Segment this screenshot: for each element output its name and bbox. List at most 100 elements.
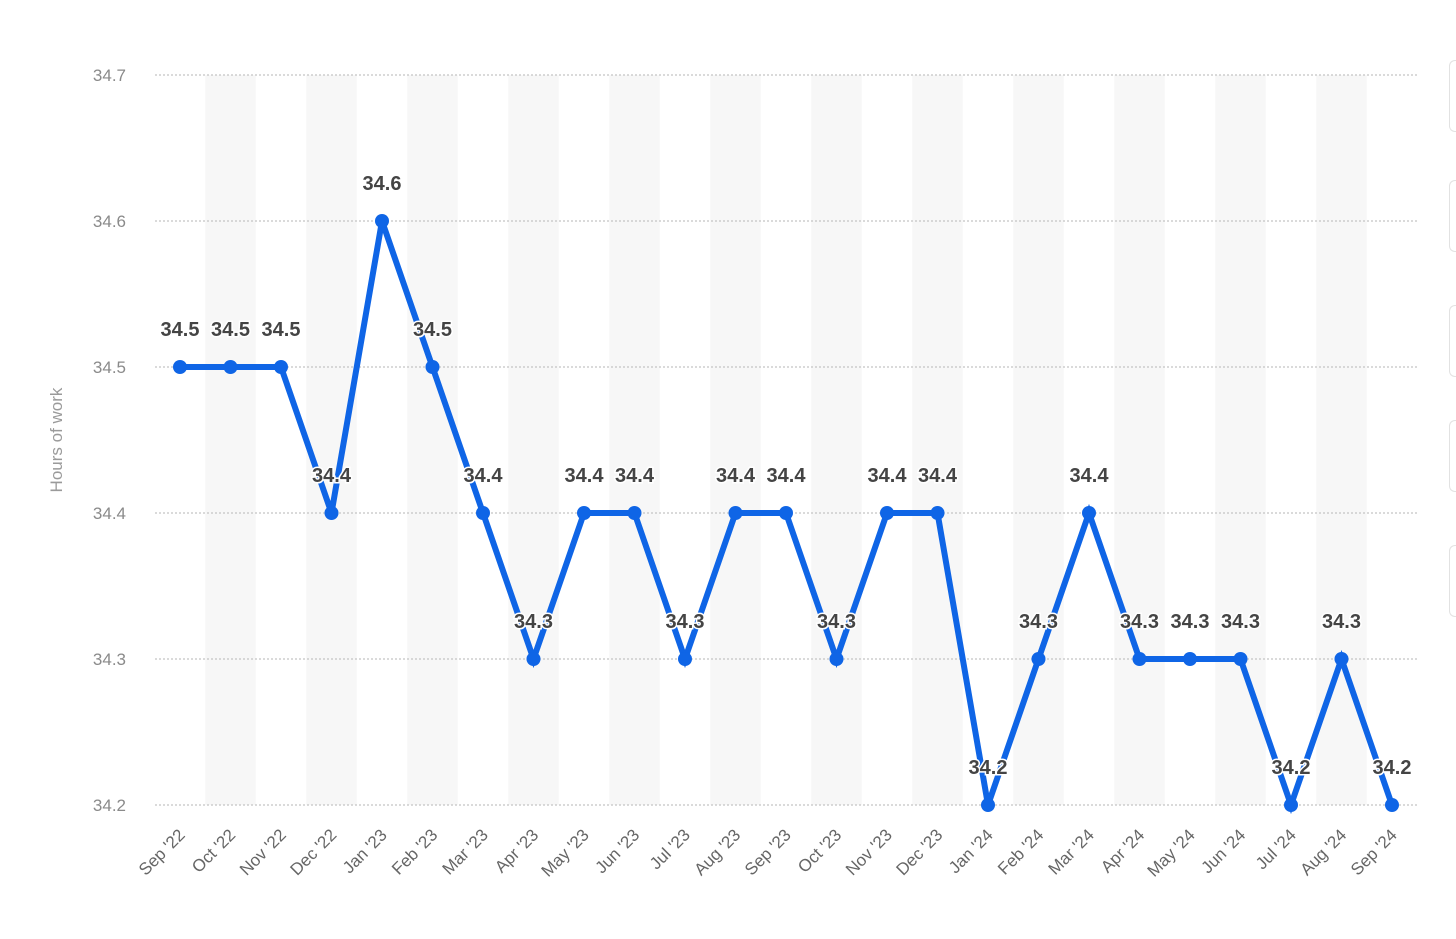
x-tick-label: May '23 — [538, 825, 593, 880]
y-axis-title: Hours of work — [47, 387, 66, 492]
data-label: 34.5 — [413, 319, 452, 341]
data-label: 34.2 — [1272, 757, 1311, 779]
data-point — [375, 214, 389, 228]
column-band — [1013, 75, 1064, 805]
x-tick-label: Jul '23 — [646, 825, 694, 873]
data-label: 34.6 — [363, 173, 402, 195]
data-point — [880, 506, 894, 520]
data-label: 34.5 — [211, 319, 250, 341]
data-label: 34.4 — [312, 465, 352, 487]
column-band — [306, 75, 357, 805]
x-tick-label: Sep '22 — [135, 825, 189, 879]
data-point — [981, 798, 995, 812]
x-tick-label: Apr '23 — [491, 825, 542, 876]
data-point — [1082, 506, 1096, 520]
x-tick-label: May '24 — [1144, 825, 1199, 880]
x-tick-label: Sep '24 — [1347, 825, 1401, 879]
x-tick-label: Jan '24 — [945, 825, 997, 877]
data-point — [829, 652, 844, 666]
data-label: 34.3 — [817, 611, 856, 633]
data-label: 34.4 — [565, 465, 605, 487]
y-tick-label: 34.5 — [93, 358, 126, 377]
x-tick-label: Dec '22 — [287, 825, 341, 879]
data-label: 34.5 — [161, 319, 200, 341]
y-tick-label: 34.6 — [93, 212, 126, 231]
data-label: 34.4 — [615, 465, 655, 487]
data-label: 34.4 — [868, 465, 908, 487]
x-tick-label: Nov '22 — [236, 825, 290, 879]
column-band — [407, 75, 458, 805]
column-band — [508, 75, 559, 805]
data-point — [526, 652, 541, 666]
side-toolbar-button-5[interactable] — [1449, 545, 1456, 617]
data-label: 34.3 — [1322, 611, 1361, 633]
x-tick-label: Nov '23 — [842, 825, 896, 879]
column-bands — [205, 75, 1367, 805]
data-label: 34.4 — [918, 465, 958, 487]
y-tick-label: 34.2 — [93, 796, 126, 815]
column-band — [912, 75, 963, 805]
column-band — [1215, 75, 1266, 805]
data-label: 34.2 — [969, 757, 1008, 779]
data-points — [173, 214, 1399, 812]
data-label: 34.3 — [1171, 611, 1210, 633]
data-point — [678, 652, 692, 666]
x-tick-label: Sep '23 — [741, 825, 795, 879]
data-label: 34.3 — [1221, 611, 1260, 633]
column-band — [1316, 75, 1367, 805]
y-tick-label: 34.4 — [93, 504, 126, 523]
x-tick-label: Mar '24 — [1045, 825, 1098, 878]
y-tick-label: 34.3 — [93, 650, 126, 669]
column-band — [811, 75, 862, 805]
data-label: 34.3 — [666, 611, 705, 633]
data-label: 34.3 — [514, 611, 553, 633]
column-band — [205, 75, 256, 805]
x-tick-label: Jan '23 — [339, 825, 391, 877]
x-tick-label: Jun '24 — [1197, 825, 1249, 877]
data-point — [1183, 652, 1197, 666]
x-tick-label: Jun '23 — [591, 825, 643, 877]
data-label: 34.4 — [1070, 465, 1110, 487]
x-tick-label: Apr '24 — [1097, 825, 1148, 876]
y-tick-label: 34.7 — [93, 66, 126, 85]
x-tick-label: Dec '23 — [893, 825, 947, 879]
column-band — [1114, 75, 1165, 805]
data-point — [476, 506, 490, 520]
data-point — [627, 506, 642, 520]
x-tick-label: Mar '23 — [439, 825, 492, 878]
x-tick-label: Jul '24 — [1252, 825, 1300, 873]
data-point — [1385, 798, 1399, 812]
column-band — [710, 75, 761, 805]
data-labels: 34.5 34.5 34.5 34.4 34.6 34.5 34.4 34.3 34.4 34.4… — [159, 172, 1413, 781]
data-point — [728, 506, 743, 520]
data-label: 34.5 — [262, 319, 301, 341]
x-tick-label: Oct '22 — [188, 825, 239, 876]
y-axis-ticks: 34.2 34.3 34.4 34.5 34.6 34.7 — [93, 66, 126, 815]
data-label: 34.3 — [1019, 611, 1058, 633]
x-tick-label: Feb '23 — [388, 825, 441, 878]
data-label: 34.4 — [767, 465, 807, 487]
x-tick-label: Feb '24 — [994, 825, 1047, 878]
data-label: 34.3 — [1120, 611, 1159, 633]
side-toolbar-button-3[interactable] — [1449, 305, 1456, 377]
data-point — [324, 506, 339, 520]
side-toolbar-button-1[interactable] — [1449, 60, 1456, 132]
data-point — [223, 360, 238, 374]
data-point — [1132, 652, 1147, 666]
side-toolbar-button-2[interactable] — [1449, 180, 1456, 252]
data-label: 34.4 — [716, 465, 756, 487]
data-point — [274, 360, 288, 374]
data-point — [1334, 652, 1349, 666]
side-toolbar-button-4[interactable] — [1449, 420, 1456, 492]
data-point — [1233, 652, 1248, 666]
data-point — [930, 506, 945, 520]
data-point — [779, 506, 793, 520]
x-tick-label: Aug '24 — [1296, 825, 1350, 879]
data-point — [577, 506, 591, 520]
x-tick-label: Oct '23 — [794, 825, 845, 876]
data-label: 34.2 — [1373, 757, 1412, 779]
data-point — [1031, 652, 1046, 666]
